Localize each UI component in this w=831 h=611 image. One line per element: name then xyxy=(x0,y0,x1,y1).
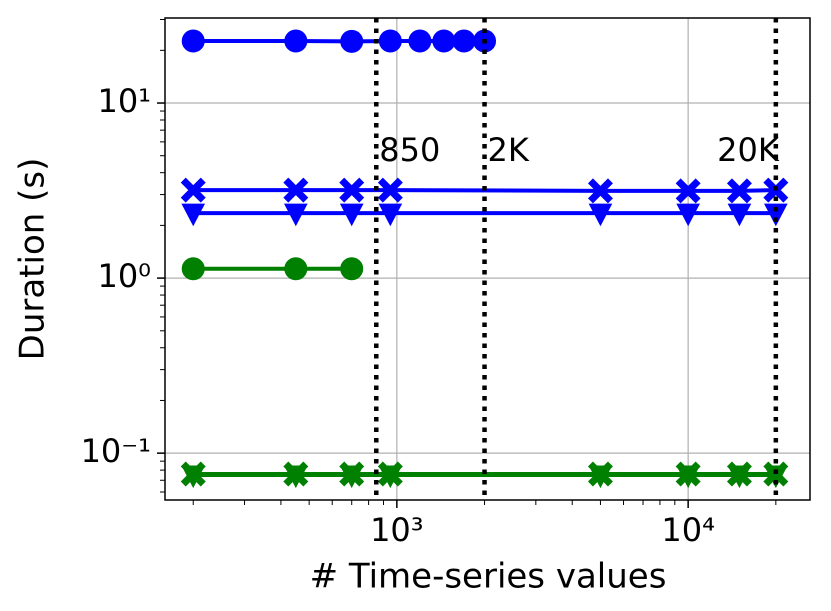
marker xyxy=(180,461,206,487)
marker xyxy=(452,29,476,53)
y-axis-label: Duration (s) xyxy=(13,158,53,361)
marker xyxy=(283,203,308,227)
marker xyxy=(408,29,432,53)
y-tick-label: 10¹ xyxy=(97,82,151,120)
marker xyxy=(181,203,206,227)
marker xyxy=(283,461,309,487)
x-axis-label: # Time-series values xyxy=(310,557,667,597)
marker xyxy=(378,29,402,53)
marker xyxy=(432,29,456,53)
y-tick-label: 10⁻¹ xyxy=(81,432,151,470)
annotation: 850 xyxy=(379,131,440,169)
marker xyxy=(283,177,309,203)
marker xyxy=(763,461,789,487)
marker xyxy=(181,29,205,53)
y-tick-label: 10⁰ xyxy=(97,257,151,295)
marker xyxy=(284,257,308,281)
marker xyxy=(726,178,752,204)
marker xyxy=(180,177,206,203)
marker xyxy=(675,178,701,204)
marker xyxy=(377,177,403,203)
marker xyxy=(727,203,752,227)
marker xyxy=(764,203,788,227)
marker xyxy=(587,461,613,487)
marker xyxy=(377,461,403,487)
marker xyxy=(284,29,308,53)
x-tick-label: 10⁴ xyxy=(661,511,715,549)
marker xyxy=(339,461,365,487)
marker xyxy=(676,203,700,227)
marker xyxy=(726,461,752,487)
annotation: 20K xyxy=(717,131,780,169)
marker xyxy=(587,178,613,204)
marker xyxy=(675,461,701,487)
marker xyxy=(339,203,364,227)
marker xyxy=(339,177,365,203)
plot-frame xyxy=(164,17,811,501)
marker xyxy=(340,29,364,53)
annotation: 2K xyxy=(488,131,530,169)
marker xyxy=(181,257,205,281)
marker xyxy=(378,203,403,227)
x-tick-label: 10³ xyxy=(370,511,424,549)
marker xyxy=(588,203,613,227)
marker xyxy=(340,257,364,281)
series-line xyxy=(193,188,776,193)
